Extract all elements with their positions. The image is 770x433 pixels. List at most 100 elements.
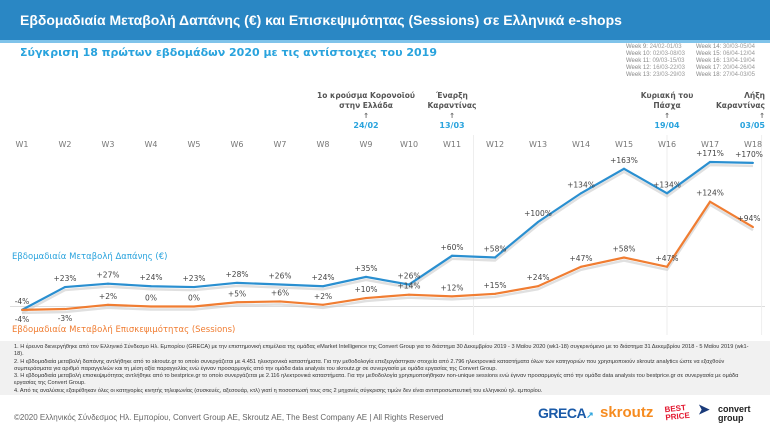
data-label: +163% [610,156,638,165]
data-label: +47% [570,254,593,263]
series-label-sessions: Εβδομαδιαία Μεταβολή Επισκεψιμότητας (Se… [12,325,236,335]
data-label: +26% [269,272,292,281]
data-label: -4% [15,297,30,306]
data-point [451,295,453,298]
data-label: 0% [188,294,200,303]
line-chart: W1 W2 W3 W4 W5 W6 W7 W8 W9 W10 W11 W12 W13 W14 W15 W16 W… [10,135,765,335]
methodology-notes: 1. Η έρευνα διενεργήθηκε από τον Ελληνικ… [0,341,770,395]
event-annotation: Έναρξη Καραντίνας ↑ 13/03 [392,91,512,131]
x-tick-label: W5 [188,140,201,149]
data-point [537,285,539,288]
data-point [64,286,66,289]
x-tick-label: W15 [615,140,633,149]
week-range: Week 11: 09/03-15/03 [626,58,685,64]
x-tick-label: W18 [744,140,762,149]
data-label: +23% [54,274,77,283]
data-point [537,221,539,223]
x-tick-label: W3 [102,140,115,149]
arrow-up-icon: ↑ [449,112,455,120]
page-subtitle: Σύγκριση 18 πρώτων εβδομάδων 2020 με τις… [20,46,437,59]
week-range: Week 18: 27/04-03/05 [696,72,755,78]
skroutz-logo: skroutz [600,404,654,421]
data-point [494,256,496,259]
data-label: +47% [656,254,679,263]
data-point [408,283,410,286]
event-title-2: Πάσχα [653,101,681,110]
data-point [107,303,109,306]
x-tick-label: W16 [658,140,676,149]
data-label: +171% [696,149,724,158]
x-tick-label: W7 [274,140,287,149]
data-point [666,265,668,268]
week-range: Week 16: 13/04-19/04 [696,58,755,64]
event-date: 19/04 [654,121,680,130]
series-shadow [21,163,754,314]
week-range: Week 17: 20/04-26/04 [696,65,755,71]
x-tick-label: W6 [231,140,244,149]
data-label: 0% [145,294,157,303]
bestprice-logo: BEST PRICE [664,403,691,423]
x-tick-label: W2 [59,140,72,149]
event-title-2: Καραντίνας [427,101,477,110]
data-point [408,293,410,296]
data-point [752,161,754,164]
data-point [365,297,367,300]
data-label: +2% [314,292,332,301]
data-point [451,254,453,257]
x-tick-label: W1 [16,140,29,149]
event-date: 24/02 [353,121,379,130]
data-label: -4% [15,315,30,324]
x-tick-label: W13 [529,140,547,149]
data-point [623,167,625,170]
event-annotation: Λήξη Καραντίνας ↑ 03/05 [653,91,765,131]
event-annotation: Κυριακή του Πάσχα ↑ 19/04 [607,91,727,131]
data-point [322,285,324,288]
week-range: Week 15: 06/04-12/04 [696,51,755,57]
page-title: Εβδομαδιαία Μεταβολή Δαπάνης (€) και Επι… [0,0,770,40]
data-point [193,305,195,308]
data-label: +5% [228,289,246,298]
event-title-2: Καραντίνας [715,101,765,110]
data-label: +134% [653,180,681,189]
week-range: Week 9: 24/02-01/03 [626,44,682,50]
event-annotation: 1ο κρούσμα Κορονοϊού στην Ελλάδα ↑ 24/02 [306,91,426,131]
x-tick-label: W11 [443,140,461,149]
data-point [666,192,668,195]
arrow-up-icon: ↑ [759,112,765,120]
week-range: Week 14: 30/03-05/04 [696,44,755,50]
event-title-2: στην Ελλάδα [339,101,393,110]
data-point [21,308,23,311]
event-date: 03/05 [739,121,765,130]
data-label: +28% [226,270,249,279]
greca-logo: GRECA↗ [538,405,594,421]
week-range: Week 13: 23/03-29/03 [626,72,685,78]
data-point [236,301,238,304]
data-point [365,275,367,278]
data-point [709,161,711,164]
convert-group-logo: ➤ convert group [698,401,751,423]
event-title: Κυριακή του [640,91,694,100]
event-date: 13/03 [439,121,465,130]
data-point [322,303,324,306]
series-line-spend [21,160,754,311]
x-tick-label: W10 [400,140,418,149]
data-label: +6% [271,288,289,297]
data-point [279,300,281,303]
data-label: +35% [355,264,378,273]
x-tick-label: W12 [486,140,504,149]
x-tick-label: W14 [572,140,590,149]
data-label: +24% [527,273,550,282]
series-line-sessions [21,200,754,311]
data-point [709,200,711,203]
data-label: +14% [398,282,421,291]
event-title: Λήξη [744,91,765,100]
note-2: 2. Η εβδομαδιαία μεταβολή δαπάνης αντλήθ… [14,358,725,372]
data-label: +2% [99,292,117,301]
data-label: +27% [97,271,120,280]
data-label: +124% [696,189,724,198]
event-title: Έναρξη [436,91,468,100]
note-4: 4. Από τις αναλύσεις εξαιρέθηκαν όλες οι… [14,387,543,394]
week-range: Week 12: 16/03-22/03 [626,65,685,71]
x-tick-label: W9 [360,140,373,149]
data-point [150,285,152,288]
